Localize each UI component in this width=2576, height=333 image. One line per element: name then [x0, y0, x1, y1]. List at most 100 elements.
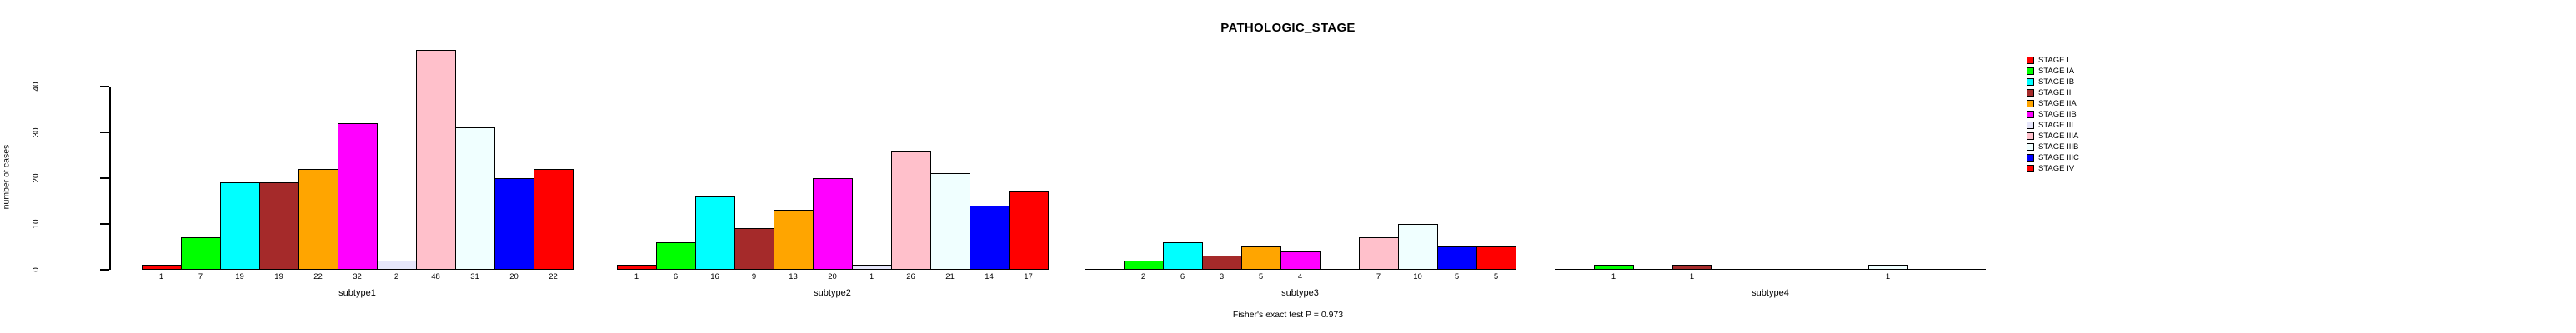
stage-bar: [734, 228, 774, 270]
panel-xlabel: subtype3: [1281, 288, 1319, 298]
bar-value-label: 9: [751, 272, 757, 281]
stage-bar: [377, 261, 417, 270]
y-tick-mark: [100, 177, 109, 179]
bar-value-label: 10: [1413, 272, 1422, 281]
bar-value-label: 5: [1258, 272, 1264, 281]
stage-bar: [656, 242, 696, 270]
bar-value-label: 20: [828, 272, 837, 281]
y-tick-mark: [100, 223, 109, 225]
bar-value-label: 19: [235, 272, 244, 281]
panel-xlabel: subtype1: [338, 288, 376, 298]
bar-value-label: 19: [274, 272, 283, 281]
legend-swatch: [2027, 111, 2034, 118]
bar-value-label: 6: [1180, 272, 1185, 281]
stage-bar: [220, 182, 260, 270]
legend-label: STAGE IIA: [2038, 99, 2077, 108]
legend-item: STAGE I: [2027, 55, 2079, 66]
y-tick-label: 10: [32, 219, 41, 229]
legend-item: STAGE IIIA: [2027, 131, 2079, 142]
stage-bar: [259, 182, 299, 270]
bar-value-label: 5: [1493, 272, 1499, 281]
stage-bar: [1594, 265, 1634, 270]
legend-swatch: [2027, 143, 2034, 151]
bar-value-label: 3: [1219, 272, 1225, 281]
legend-label: STAGE IIIB: [2038, 142, 2079, 152]
stage-bar: [298, 169, 338, 270]
bar-value-label: 21: [945, 272, 955, 281]
panel-xlabel: subtype4: [1752, 288, 1789, 298]
y-axis-line: [109, 87, 111, 270]
stage-bar: [534, 169, 574, 270]
panel-baseline: [1555, 269, 1986, 270]
bar-value-label: 1: [1611, 272, 1616, 281]
stage-bar: [1202, 256, 1242, 270]
y-tick-mark: [100, 86, 109, 87]
stage-bar: [695, 196, 735, 270]
stage-bar: [852, 265, 892, 270]
bar-value-label: 48: [431, 272, 440, 281]
legend-swatch: [2027, 132, 2034, 140]
bar-value-label: 1: [634, 272, 639, 281]
legend-swatch: [2027, 78, 2034, 86]
bar-value-label: 22: [549, 272, 558, 281]
legend-swatch: [2027, 122, 2034, 129]
legend-item: STAGE III: [2027, 120, 2079, 131]
legend-item: STAGE IIA: [2027, 98, 2079, 109]
legend-label: STAGE IIIC: [2038, 153, 2079, 162]
stage-bar: [455, 127, 495, 270]
y-axis-title: number of cases: [1, 144, 12, 210]
legend-label: STAGE IB: [2038, 77, 2075, 87]
legend-item: STAGE IIIC: [2027, 152, 2079, 163]
stage-bar: [1437, 246, 1477, 270]
bar-value-label: 1: [158, 272, 164, 281]
bar-value-label: 17: [1024, 272, 1033, 281]
bar-value-label: 22: [313, 272, 323, 281]
stage-bar: [1398, 224, 1438, 270]
legend-label: STAGE II: [2038, 88, 2072, 97]
bar-value-label: 16: [710, 272, 719, 281]
stage-bar: [1009, 191, 1049, 270]
chart-title: PATHOLOGIC_STAGE: [1220, 21, 1356, 35]
stage-bar: [617, 265, 657, 270]
legend-swatch: [2027, 57, 2034, 64]
stage-bar: [494, 178, 534, 270]
bar-value-label: 7: [1376, 272, 1381, 281]
y-tick-label: 30: [32, 127, 41, 137]
legend-item: STAGE IV: [2027, 163, 2079, 174]
y-tick-label: 20: [32, 173, 41, 183]
stage-bar: [181, 237, 221, 270]
stage-bar: [1476, 246, 1516, 270]
bar-value-label: 5: [1454, 272, 1460, 281]
bar-value-label: 1: [1885, 272, 1891, 281]
y-tick-mark: [100, 269, 109, 271]
legend-item: STAGE II: [2027, 87, 2079, 98]
legend-label: STAGE I: [2038, 56, 2069, 65]
bar-value-label: 20: [509, 272, 519, 281]
legend-swatch: [2027, 165, 2034, 172]
legend-swatch: [2027, 100, 2034, 107]
stage-legend: STAGE I STAGE IA STAGE IB STAGE II STAGE IIA…: [2027, 55, 2079, 174]
y-tick-mark: [100, 132, 109, 133]
stage-bar: [1280, 251, 1321, 270]
bar-value-label: 13: [789, 272, 798, 281]
bar-value-label: 7: [198, 272, 203, 281]
legend-item: STAGE IA: [2027, 66, 2079, 77]
bar-value-label: 2: [393, 272, 399, 281]
legend-item: STAGE IIIB: [2027, 142, 2079, 152]
stage-bar: [813, 178, 853, 270]
bar-value-label: 2: [1140, 272, 1146, 281]
stage-bar: [416, 50, 456, 270]
bar-value-label: 1: [1689, 272, 1695, 281]
stage-bar: [142, 265, 182, 270]
bar-value-label: 14: [985, 272, 994, 281]
bar-value-label: 32: [353, 272, 362, 281]
legend-item: STAGE IIB: [2027, 109, 2079, 120]
stage-bar: [338, 123, 378, 270]
legend-label: STAGE IA: [2038, 67, 2075, 76]
bar-value-label: 6: [673, 272, 679, 281]
legend-swatch: [2027, 154, 2034, 162]
bar-value-label: 31: [470, 272, 479, 281]
stage-bar: [1124, 261, 1164, 270]
fisher-test-annotation: Fisher's exact test P = 0.973: [1232, 310, 1344, 320]
stage-bar: [1672, 265, 1712, 270]
